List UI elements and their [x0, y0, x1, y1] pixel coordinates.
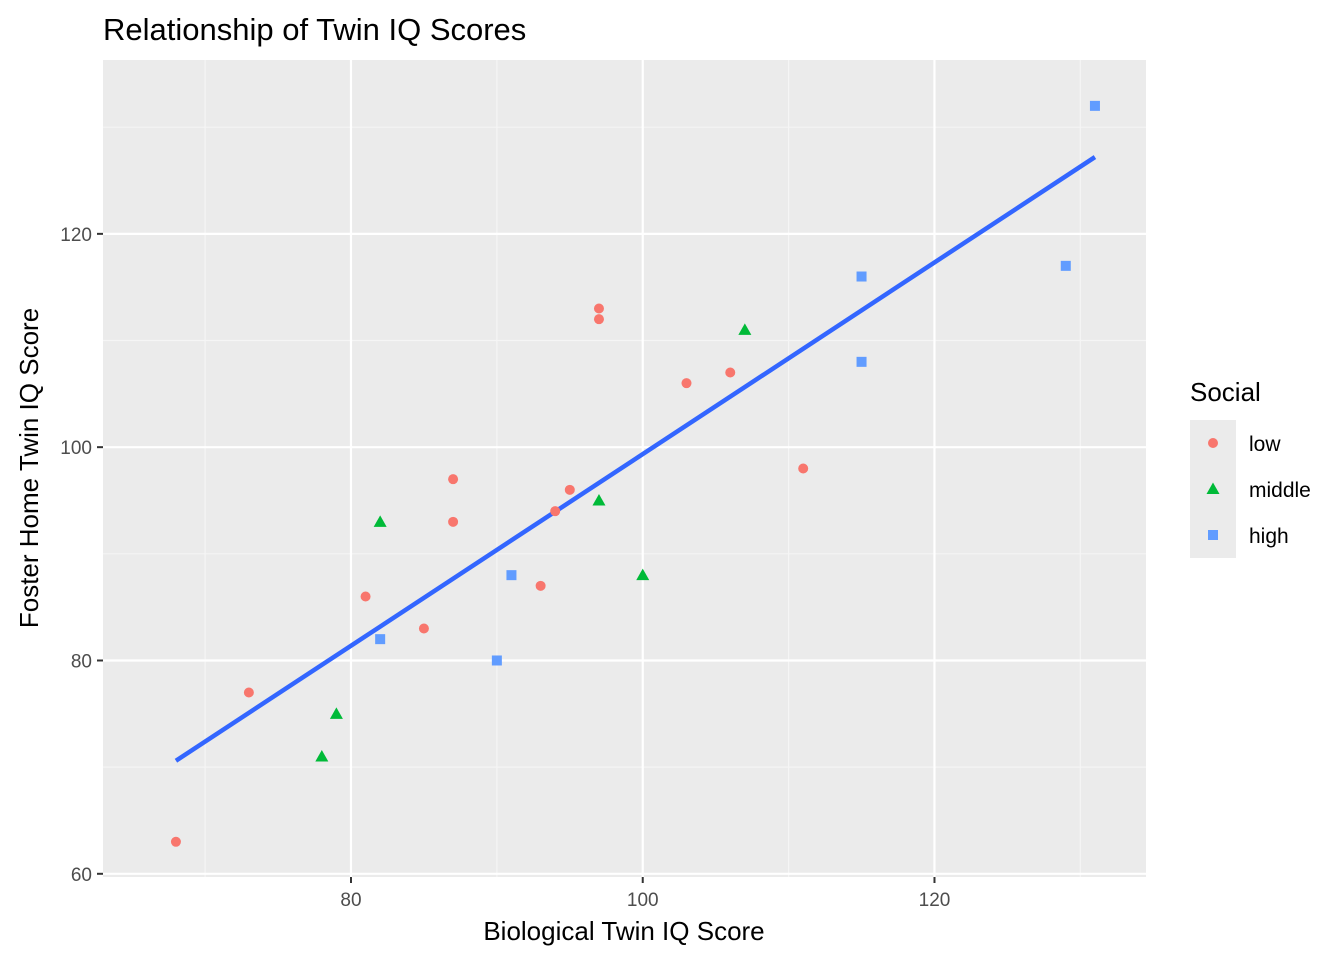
- data-point-low: [360, 591, 371, 602]
- y-tick-label: 60: [71, 865, 92, 886]
- data-point-high: [506, 570, 517, 581]
- legend-label-high: high: [1249, 525, 1289, 548]
- y-axis-ticks: 60 80 100 120: [60, 225, 103, 886]
- data-point-high: [1060, 260, 1071, 271]
- data-point-low: [725, 367, 736, 378]
- y-tick-label: 120: [60, 225, 92, 246]
- legend-label-middle: middle: [1249, 479, 1311, 502]
- y-axis-title: Foster Home Twin IQ Score: [14, 308, 44, 628]
- data-point-low: [448, 516, 459, 527]
- x-tick-label: 120: [919, 890, 951, 911]
- x-axis-ticks: 80 100 120: [340, 877, 950, 911]
- y-tick-label: 100: [60, 438, 92, 459]
- data-point-middle: [636, 568, 650, 581]
- data-point-high: [491, 655, 502, 666]
- data-point-high: [856, 271, 867, 282]
- legend-marker-low: [1208, 438, 1218, 448]
- data-points: [170, 100, 1100, 847]
- data-point-low: [243, 687, 254, 698]
- data-point-low: [170, 836, 181, 847]
- data-point-low: [418, 623, 429, 634]
- data-point-high: [856, 356, 867, 367]
- legend: Social low middle high: [1190, 377, 1311, 558]
- data-point-low: [448, 474, 459, 485]
- data-point-middle: [738, 323, 752, 335]
- data-point-middle: [373, 515, 387, 527]
- data-point-low: [550, 506, 561, 517]
- legend-marker-middle: [1206, 482, 1220, 494]
- legend-marker-high: [1208, 530, 1218, 540]
- data-point-low: [564, 484, 575, 495]
- data-point-high: [1089, 100, 1100, 111]
- data-point-low: [798, 463, 809, 474]
- regression-line: [174, 155, 1097, 763]
- data-point-middle: [329, 707, 343, 719]
- minor-gridlines: [103, 60, 1146, 877]
- legend-title: Social: [1190, 377, 1261, 407]
- data-point-low: [593, 303, 604, 314]
- chart-title: Relationship of Twin IQ Scores: [103, 12, 526, 47]
- data-point-low: [681, 378, 692, 389]
- regression-line-group: [174, 155, 1097, 763]
- data-point-middle: [592, 493, 606, 506]
- data-point-low: [593, 314, 604, 325]
- data-point-middle: [315, 749, 329, 762]
- major-gridlines: [103, 60, 1146, 877]
- data-point-high: [375, 634, 386, 645]
- data-point-low: [535, 580, 546, 591]
- legend-label-low: low: [1249, 433, 1281, 456]
- x-tick-label: 80: [340, 890, 361, 911]
- y-tick-label: 80: [71, 651, 92, 672]
- x-axis-title: Biological Twin IQ Score: [483, 916, 764, 946]
- x-tick-label: 100: [627, 890, 659, 911]
